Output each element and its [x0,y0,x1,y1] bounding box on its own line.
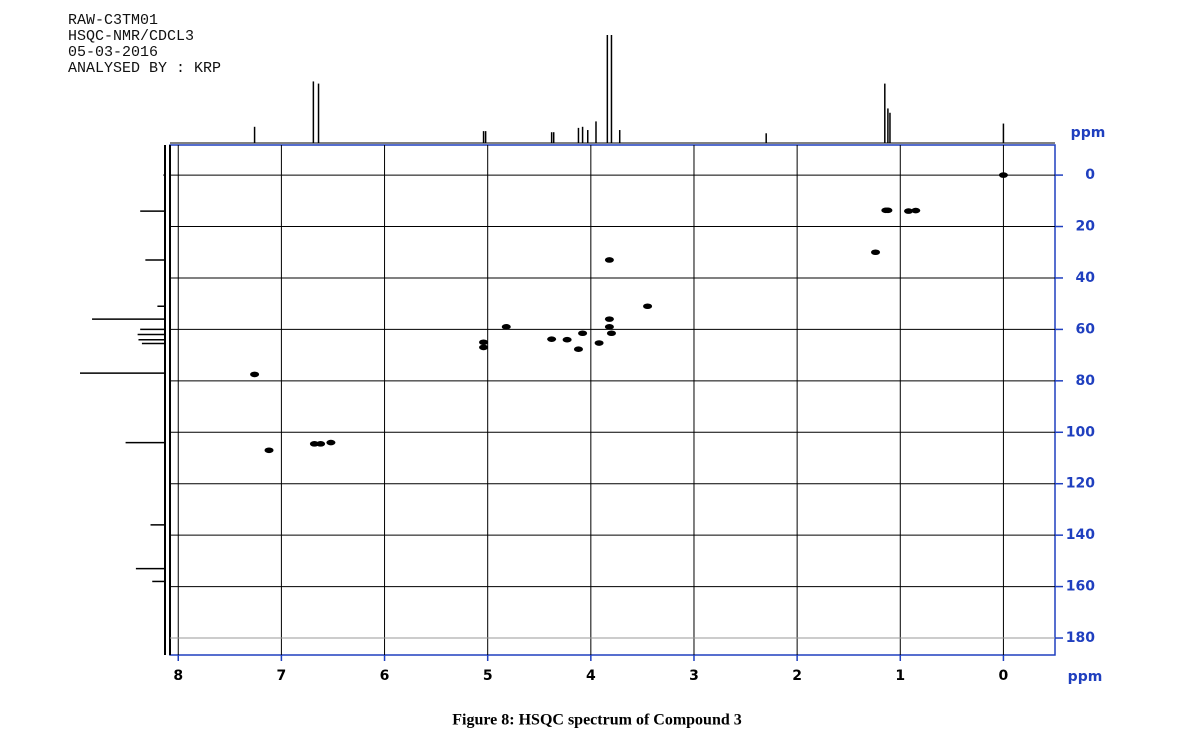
plot-frame [169,144,1056,656]
y-tick-label: 160 [1066,579,1095,595]
cross-peak [547,336,557,342]
cross-peak [250,371,260,378]
cross-peak [911,207,921,214]
cross-peak [573,346,583,353]
cross-peak [316,441,326,447]
cross-peak [881,207,891,214]
cross-peak [871,249,881,256]
cross-peak [479,344,489,351]
cross-peak [479,339,489,346]
cross-peak [606,330,616,337]
cross-peak [904,208,914,214]
cross-peak [578,330,588,337]
cross-peak [326,439,336,446]
x-tick-label: 5 [483,668,493,684]
y-axis-label: ppm [1071,125,1106,141]
x-tick-label: 2 [792,668,802,684]
y-tick-label: 180 [1066,630,1095,646]
header-line: ANALYSED BY : KRP [68,60,221,77]
y-tick-label: 80 [1076,373,1096,389]
cross-peak [501,324,511,330]
x-tick-label: 7 [277,668,287,684]
y-tick-label: 20 [1076,219,1096,235]
x-tick-label: 3 [689,668,699,684]
header-line: HSQC-NMR/CDCL3 [68,28,194,45]
cross-peak [562,336,572,343]
y-tick-label: 140 [1066,527,1095,543]
x-tick-label: 4 [586,668,596,684]
header-line: 05-03-2016 [68,44,158,61]
x-axis-label: ppm [1068,669,1103,685]
header-line: RAW-C3TM01 [68,12,158,29]
cross-peak [604,316,614,322]
cross-peak [643,303,653,310]
cross-peak [309,441,319,447]
cross-peak [264,447,274,454]
cross-peak [604,257,614,263]
cross-peak [998,172,1008,178]
x-tick-label: 6 [380,668,390,684]
x-tick-label: 0 [999,668,1009,684]
cross-peak [604,324,614,330]
caption: Figure 8: HSQC spectrum of Compound 3 [452,712,742,729]
x-tick-label: 1 [895,668,905,684]
cross-peak [594,340,604,346]
y-tick-label: 120 [1066,476,1095,492]
y-tick-label: 60 [1076,321,1096,337]
y-tick-label: 100 [1066,424,1095,440]
y-tick-label: 40 [1076,270,1096,286]
y-tick-label: 0 [1085,167,1095,183]
x-tick-label: 8 [173,668,183,684]
